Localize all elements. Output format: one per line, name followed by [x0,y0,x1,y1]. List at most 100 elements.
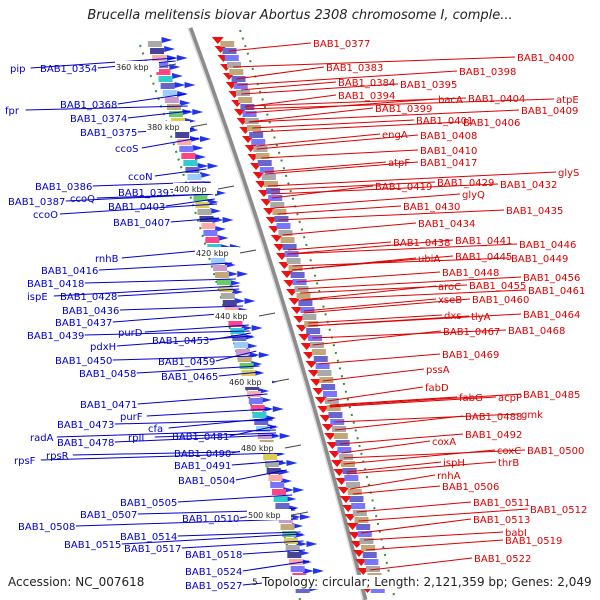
cog-category-block[interactable] [285,545,300,551]
cog-category-block[interactable] [272,209,287,215]
forward-strand-feature[interactable] [161,37,173,43]
cog-category-block[interactable] [268,475,283,481]
reverse-strand-feature[interactable] [270,235,283,242]
right-gene-label[interactable]: BAB1_0456 [523,273,580,284]
right-gene-label[interactable]: tlyA [471,312,491,323]
cog-category-block[interactable] [242,111,257,117]
reverse-strand-feature[interactable] [273,244,286,251]
left-gene-label[interactable]: rpII [128,433,144,444]
cog-category-block[interactable] [357,531,372,537]
reverse-strand-feature[interactable] [233,109,246,116]
cog-category-block[interactable] [177,139,192,145]
cog-category-block[interactable] [270,202,285,208]
cog-category-block[interactable] [342,468,357,474]
right-gene-label[interactable]: BAB1_0383 [326,63,383,74]
cog-category-block[interactable] [150,48,165,54]
cog-category-block[interactable] [280,237,295,243]
left-gene-label[interactable]: BAB1_0436 [62,306,119,317]
right-gene-label[interactable]: BAB1_0469 [442,350,499,361]
cog-category-block[interactable] [370,587,385,593]
reverse-strand-feature[interactable] [355,559,368,566]
cog-category-block[interactable] [290,272,305,278]
right-gene-label[interactable]: BAB1_0401 [416,116,473,127]
left-gene-label[interactable]: rpsR [46,451,69,462]
forward-strand-feature[interactable] [253,370,265,376]
cog-category-block[interactable] [227,62,242,68]
forward-strand-feature[interactable] [251,325,263,331]
reverse-strand-feature[interactable] [310,379,323,386]
left-gene-label[interactable]: BAB1_0505 [120,498,177,509]
right-gene-label[interactable]: dxs [444,311,461,322]
cog-category-block[interactable] [193,195,208,201]
right-gene-label[interactable]: atpF [388,158,410,169]
cog-category-block[interactable] [175,132,190,138]
left-gene-label[interactable]: BAB1_0354 [40,64,97,75]
right-gene-label[interactable]: BAB1_0448 [442,268,499,279]
left-gene-label[interactable]: BAB1_0465 [161,372,218,383]
forward-strand-feature[interactable] [169,64,181,70]
forward-strand-feature[interactable] [199,136,211,142]
forward-strand-feature[interactable] [184,82,196,88]
cog-category-block[interactable] [266,188,281,194]
cog-category-block[interactable] [328,412,343,418]
right-gene-label[interactable]: BAB1_0406 [463,118,520,129]
left-gene-label[interactable]: BAB1_0510 [182,514,239,525]
forward-strand-feature[interactable] [306,541,318,547]
reverse-strand-feature[interactable] [321,424,334,431]
cog-category-block[interactable] [362,552,377,558]
forward-strand-feature[interactable] [293,487,305,493]
cog-category-block[interactable] [244,118,259,124]
forward-strand-feature[interactable] [192,145,204,151]
cog-category-block[interactable] [332,426,347,432]
right-gene-label[interactable]: xseB [438,295,462,306]
cog-category-block[interactable] [201,223,216,229]
cog-category-block[interactable] [158,76,173,82]
cog-category-block[interactable] [239,363,254,369]
right-gene-label[interactable]: BAB1_0398 [459,67,516,78]
cog-category-block[interactable] [235,90,250,96]
right-gene-label[interactable]: BAB1_0512 [530,505,587,516]
cog-category-block[interactable] [218,286,233,292]
right-gene-label[interactable]: BAB1_0449 [511,254,568,265]
left-gene-label[interactable]: BAB1_0524 [185,567,242,578]
cog-category-block[interactable] [183,160,198,166]
left-gene-label[interactable]: BAB1_0375 [80,128,137,139]
cog-category-block[interactable] [323,391,338,397]
left-gene-label[interactable]: BAB1_0504 [178,476,235,487]
forward-strand-feature[interactable] [278,469,290,475]
left-gene-label[interactable]: cfa [148,424,163,435]
reverse-strand-feature[interactable] [290,307,303,314]
cog-category-block[interactable] [296,293,311,299]
cog-category-block[interactable] [356,524,371,530]
forward-strand-feature[interactable] [244,298,256,304]
cog-category-block[interactable] [255,153,270,159]
cog-category-block[interactable] [275,503,290,509]
cog-category-block[interactable] [251,139,266,145]
cog-category-block[interactable] [295,587,310,593]
cog-category-block[interactable] [237,356,252,362]
reverse-strand-feature[interactable] [314,397,327,404]
right-gene-label[interactable]: BAB1_0408 [420,131,477,142]
cog-category-block[interactable] [154,62,169,68]
cog-category-block[interactable] [304,321,319,327]
left-gene-label[interactable]: BAB1_0518 [185,550,242,561]
cog-category-block[interactable] [156,69,171,75]
left-gene-label[interactable]: BAB1_0428 [60,292,117,303]
cog-category-block[interactable] [259,167,274,173]
right-gene-label[interactable]: babI [505,528,527,539]
right-gene-label[interactable]: atpE [556,95,579,106]
cog-category-block[interactable] [248,398,263,404]
left-gene-label[interactable]: radA [30,433,54,444]
right-gene-label[interactable]: BAB1_0464 [523,310,580,321]
left-gene-label[interactable]: pip [10,64,25,75]
cog-category-block[interactable] [234,342,249,348]
cog-category-block[interactable] [273,496,288,502]
cog-category-block[interactable] [359,538,374,544]
forward-strand-feature[interactable] [285,496,297,502]
right-gene-label[interactable]: BAB1_0384 [338,78,395,89]
cog-category-block[interactable] [217,279,232,285]
left-gene-label[interactable]: BAB1_0387 [8,197,65,208]
right-gene-label[interactable]: rnhA [437,471,461,482]
cog-category-block[interactable] [254,419,269,425]
cog-category-block[interactable] [203,230,218,236]
